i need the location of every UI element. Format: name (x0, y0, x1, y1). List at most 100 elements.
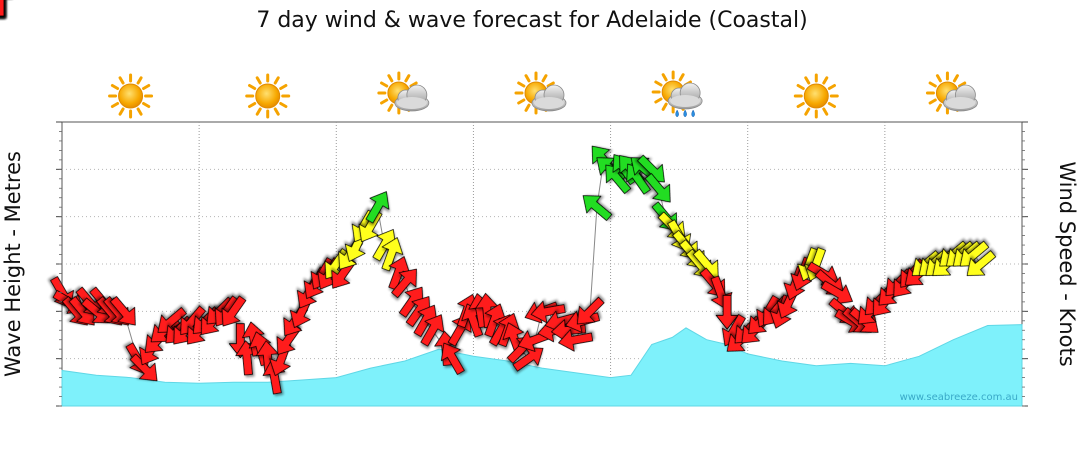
sun-ray (935, 74, 942, 83)
sun-ray (387, 103, 394, 112)
rain-drop (683, 109, 687, 118)
sun-ray (118, 107, 125, 116)
grid (62, 122, 1022, 406)
sun-ray (804, 107, 811, 116)
wind-arrow (582, 195, 613, 221)
sun-ray (387, 74, 394, 83)
sun-disc (803, 83, 829, 109)
wind-arrow (558, 329, 594, 352)
wind-arrow (109, 296, 136, 326)
sun-ray (524, 103, 531, 112)
sun-ray (804, 76, 811, 85)
sun-ray (827, 84, 836, 90)
left-axis (56, 121, 62, 407)
sun-ray (678, 73, 685, 82)
sun-ray (142, 102, 151, 108)
sun-ray (273, 76, 280, 85)
sun-ray (404, 74, 411, 83)
sun-rays (793, 73, 839, 119)
weather-icon-partly-cloudy (377, 71, 430, 115)
cloud-shape (394, 84, 430, 112)
sun-rays (245, 73, 291, 119)
right-axis-title: Wind Speed - Knots (1055, 161, 1079, 366)
left-axis-title: Wave Height - Metres (1, 151, 25, 377)
rain-drops (675, 109, 695, 118)
wind-arrow (644, 173, 671, 203)
sun-disc (255, 83, 281, 109)
wind-arrow (0, 0, 5, 17)
rain-drop (691, 109, 695, 118)
sun-ray (952, 74, 959, 83)
sun-ray (517, 98, 526, 105)
sun-ray (654, 80, 663, 87)
sun-ray (935, 103, 942, 112)
chart-title: 7 day wind & wave forecast for Adelaide … (256, 8, 807, 33)
cloud-fill (396, 97, 427, 109)
rain-drop (675, 109, 679, 118)
cloud-shape (943, 84, 978, 112)
sun-ray (118, 76, 125, 85)
wind-arrow (381, 237, 404, 272)
wind-arrow (440, 342, 465, 375)
wind-arrow (221, 295, 247, 327)
sun-rays (108, 73, 154, 119)
wave-height-area (61, 324, 1023, 407)
sun-ray (822, 107, 829, 116)
wind-arrow (715, 294, 739, 330)
sun-ray (255, 76, 262, 85)
sun-ray (541, 74, 548, 83)
sun-ray (827, 102, 836, 108)
sun-ray (796, 102, 805, 108)
sun-ray (255, 107, 262, 116)
sun-ray (928, 98, 937, 105)
sun-ray (654, 97, 663, 104)
sun-ray (928, 81, 937, 88)
sun-ray (136, 76, 143, 85)
wind-arrow (576, 296, 605, 325)
sun-ray (273, 107, 280, 116)
sun-ray (524, 74, 531, 83)
weather-row (108, 70, 978, 119)
sun-ray (661, 73, 668, 82)
cloud-shape (531, 84, 567, 112)
wind-arrow (365, 191, 390, 224)
wind-arrow (391, 268, 417, 299)
weather-icon-sunny (245, 73, 291, 119)
sun-ray (380, 81, 389, 88)
cloud-fill (534, 97, 564, 109)
cloud-fill (945, 97, 976, 109)
sun-ray (110, 84, 120, 90)
weather-icon-partly-cloudy (925, 71, 978, 115)
sun-ray (958, 81, 967, 88)
weather-icon-sunny (793, 73, 839, 119)
sun-ray (380, 98, 389, 105)
weather-icon-showers (651, 70, 703, 118)
sun-ray (279, 84, 288, 90)
sun-ray (248, 102, 257, 108)
watermark: www.seabreeze.com.au (900, 392, 1018, 403)
sun-ray (517, 81, 526, 88)
sun-ray (409, 81, 418, 88)
wind-arrows (0, 0, 997, 395)
wind-arrow (966, 250, 997, 276)
weather-icon-partly-cloudy (514, 71, 567, 115)
weather-icon-sunny (108, 73, 154, 119)
sun-ray (110, 102, 120, 108)
wind-arrow (129, 353, 158, 382)
wave-area (61, 324, 1023, 407)
cloud-shape (667, 82, 703, 110)
wind-arrow (420, 314, 445, 347)
sun-ray (248, 84, 257, 90)
sun-ray (142, 84, 151, 90)
sun-ray (279, 102, 288, 108)
cloud-fill (670, 95, 701, 107)
sun-ray (136, 107, 143, 116)
sun-ray (546, 81, 555, 88)
sun-ray (822, 76, 829, 85)
sun-ray (796, 84, 805, 90)
sun-ray (661, 102, 668, 111)
sun-disc (118, 83, 144, 109)
wind-arrow (530, 300, 566, 324)
right-axis (1022, 121, 1028, 407)
